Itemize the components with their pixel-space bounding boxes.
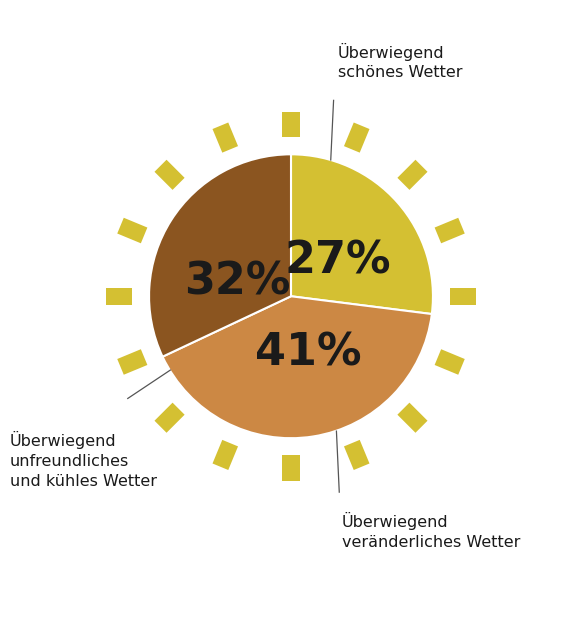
- Polygon shape: [435, 218, 465, 243]
- Polygon shape: [117, 349, 147, 375]
- Polygon shape: [282, 455, 300, 481]
- Polygon shape: [435, 349, 465, 375]
- Text: Überwiegend
unfreundliches
und kühles Wetter: Überwiegend unfreundliches und kühles We…: [10, 431, 157, 489]
- Wedge shape: [149, 154, 291, 357]
- Polygon shape: [398, 403, 428, 433]
- Polygon shape: [107, 288, 132, 305]
- Polygon shape: [344, 440, 370, 470]
- Text: 32%: 32%: [184, 261, 290, 303]
- Polygon shape: [154, 403, 184, 433]
- Polygon shape: [344, 122, 370, 153]
- Wedge shape: [291, 154, 433, 314]
- Polygon shape: [450, 288, 475, 305]
- Polygon shape: [212, 440, 238, 470]
- Wedge shape: [162, 296, 432, 438]
- Polygon shape: [154, 160, 184, 190]
- Text: 27%: 27%: [285, 239, 391, 282]
- Text: 41%: 41%: [255, 332, 361, 374]
- Polygon shape: [212, 122, 238, 153]
- Polygon shape: [117, 218, 147, 243]
- Text: Überwiegend
veränderliches Wetter: Überwiegend veränderliches Wetter: [342, 512, 520, 550]
- Polygon shape: [282, 112, 300, 138]
- Text: Überwiegend
schönes Wetter: Überwiegend schönes Wetter: [338, 43, 462, 80]
- Polygon shape: [398, 160, 428, 190]
